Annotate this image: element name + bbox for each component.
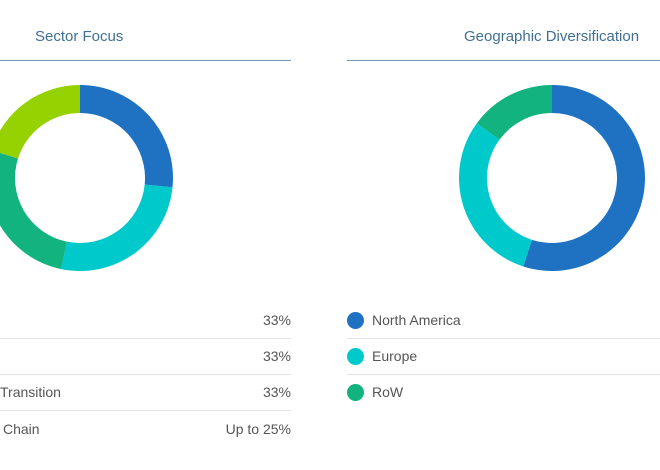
legend-item-row: RoW bbox=[347, 374, 660, 410]
legend-swatch bbox=[347, 312, 364, 329]
legend-label: North America bbox=[372, 312, 461, 328]
sector-row: 33% bbox=[0, 338, 291, 375]
donut-slice bbox=[523, 85, 645, 271]
sector-row-value: 33% bbox=[262, 348, 291, 364]
sector-row: 33% bbox=[0, 302, 291, 339]
sector-row-value: 33% bbox=[262, 312, 291, 328]
sector-row-label: Transition bbox=[0, 384, 61, 400]
donut-slice bbox=[80, 85, 173, 188]
sector-focus-divider bbox=[0, 60, 291, 61]
sector-focus-title: Sector Focus bbox=[35, 28, 124, 45]
legend-label: Europe bbox=[372, 348, 418, 364]
sector-focus-donut bbox=[0, 85, 173, 271]
sector-row-value: Up to 25% bbox=[225, 421, 291, 437]
legend-swatch bbox=[347, 384, 364, 401]
geographic-donut bbox=[459, 85, 645, 271]
geographic-title: Geographic Diversification bbox=[464, 28, 640, 45]
donut-slice bbox=[476, 85, 552, 140]
sector-row: Chain Up to 25% bbox=[0, 411, 291, 447]
legend-label: RoW bbox=[372, 384, 404, 400]
legend-swatch bbox=[347, 348, 364, 365]
legend-item-europe: Europe bbox=[347, 338, 660, 375]
donut-slice bbox=[0, 152, 67, 270]
sector-row: Transition 33% bbox=[0, 374, 291, 411]
donut-slice bbox=[0, 85, 80, 159]
geographic-divider bbox=[347, 60, 660, 61]
donut-slice bbox=[61, 184, 173, 271]
sector-row-label: Chain bbox=[3, 421, 40, 437]
legend-item-north-america: North America bbox=[347, 302, 660, 339]
donut-slice bbox=[459, 123, 532, 267]
sector-row-value: 33% bbox=[262, 384, 291, 400]
